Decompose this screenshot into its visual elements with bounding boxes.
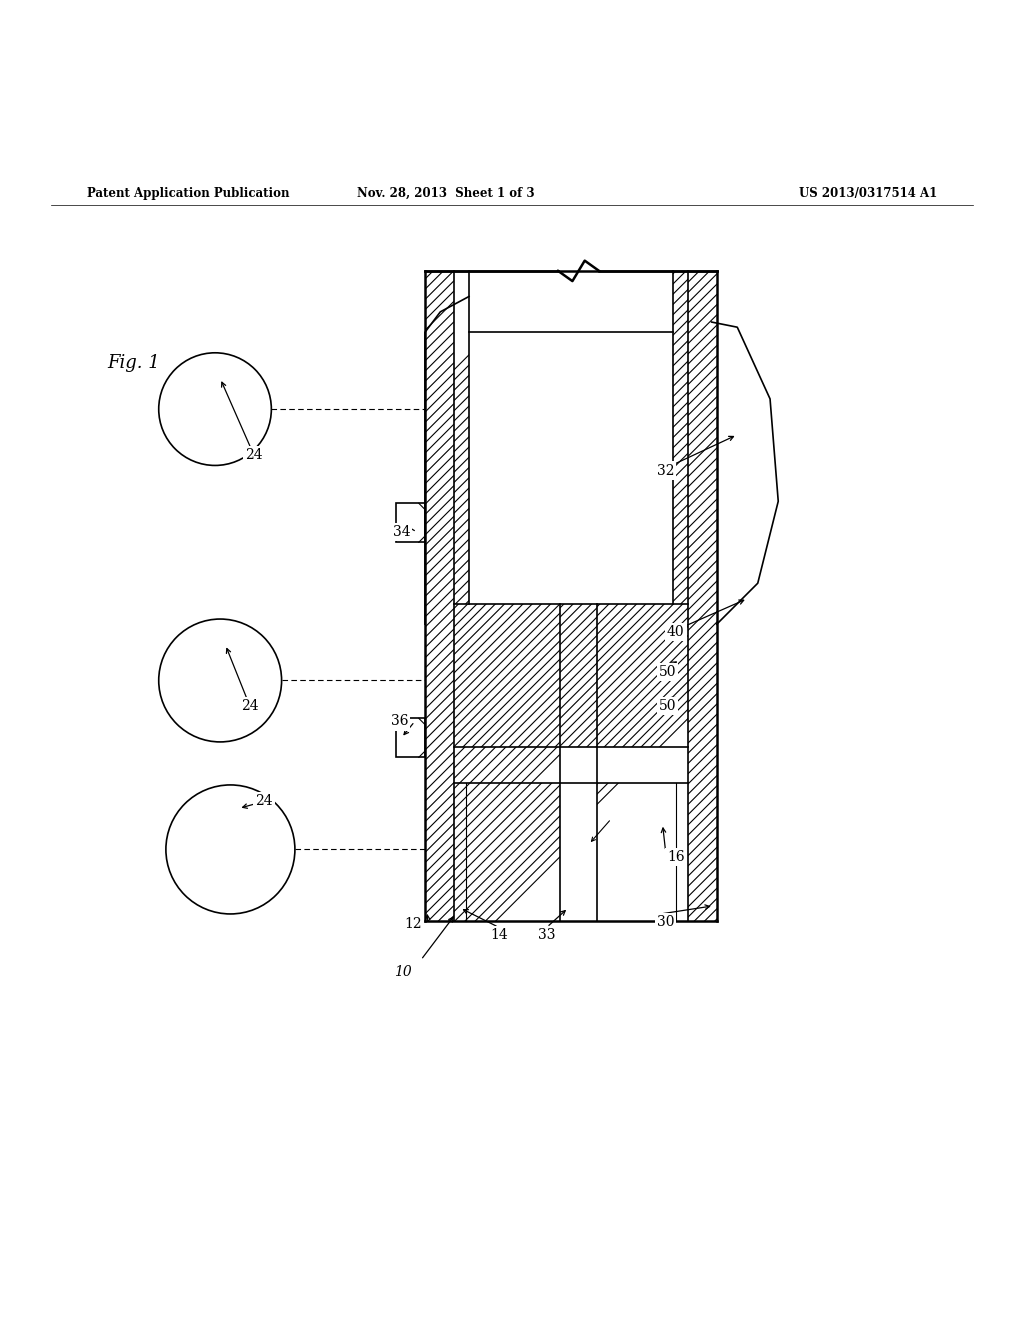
Bar	[396, 503, 425, 543]
Text: 12: 12	[403, 917, 422, 931]
Text: 10: 10	[393, 965, 412, 979]
Bar	[454, 603, 560, 747]
Bar	[425, 271, 717, 921]
Bar	[597, 603, 688, 747]
Text: 24: 24	[245, 449, 263, 462]
Bar	[454, 747, 560, 783]
Bar	[597, 603, 688, 747]
Text: Fig. 1: Fig. 1	[108, 354, 161, 372]
Text: 16: 16	[667, 850, 685, 863]
Text: 24: 24	[241, 700, 259, 713]
Text: 50: 50	[658, 665, 677, 680]
Text: Nov. 28, 2013  Sheet 1 of 3: Nov. 28, 2013 Sheet 1 of 3	[356, 186, 535, 199]
Bar	[454, 783, 560, 921]
Text: 40: 40	[667, 626, 685, 639]
Bar	[469, 271, 673, 603]
Bar	[560, 783, 597, 921]
Text: 14: 14	[489, 928, 508, 942]
Bar	[396, 718, 425, 758]
Bar	[425, 271, 454, 921]
Text: 34: 34	[392, 525, 411, 539]
Text: 30: 30	[656, 915, 675, 929]
Text: US 2013/0317514 A1: US 2013/0317514 A1	[799, 186, 937, 199]
Bar	[454, 603, 560, 747]
Bar	[454, 271, 469, 603]
Text: 32: 32	[656, 463, 675, 478]
Bar	[597, 747, 688, 783]
Text: Patent Application Publication: Patent Application Publication	[87, 186, 290, 199]
Text: 50: 50	[658, 700, 677, 713]
Bar	[688, 271, 717, 921]
Bar	[560, 603, 597, 747]
Bar	[688, 271, 717, 921]
Bar	[673, 271, 688, 603]
Text: 33: 33	[538, 928, 556, 942]
Text: 24: 24	[255, 795, 273, 808]
Bar	[560, 603, 597, 747]
Text: 36: 36	[390, 714, 409, 729]
Bar	[597, 783, 688, 921]
Bar	[425, 271, 454, 921]
